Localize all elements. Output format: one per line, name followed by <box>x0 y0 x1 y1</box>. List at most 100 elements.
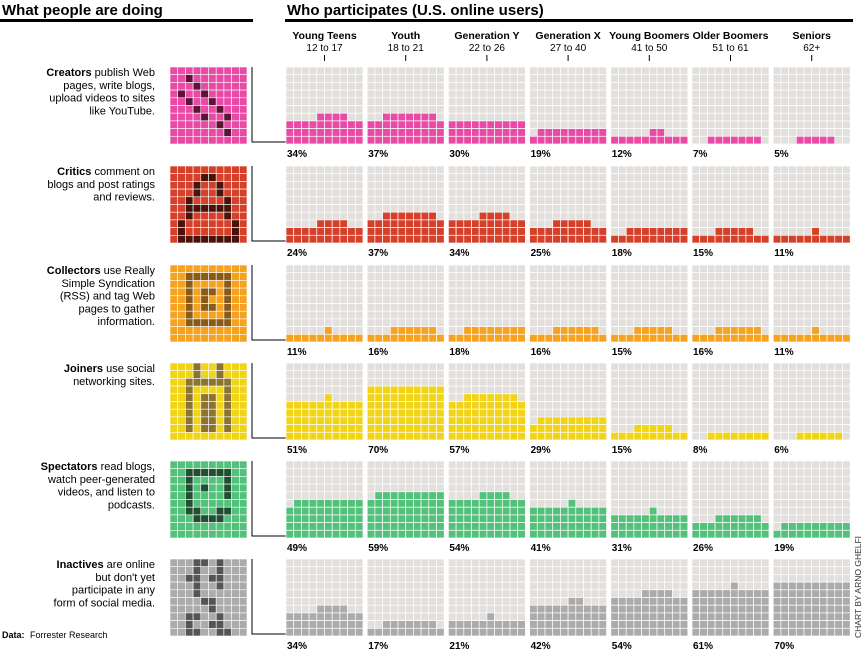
empty-cell <box>610 310 619 320</box>
empty-cell <box>339 280 348 289</box>
empty-cell <box>788 105 797 114</box>
filled-cell <box>610 620 619 629</box>
filled-cell <box>590 514 600 523</box>
empty-cell <box>544 318 554 327</box>
filled-cell <box>618 620 627 629</box>
category-icon <box>169 66 248 145</box>
icon-cell <box>192 165 202 174</box>
empty-cell <box>285 476 295 485</box>
filled-cell <box>722 612 731 621</box>
empty-cell <box>772 173 782 182</box>
filled-cell <box>583 506 592 516</box>
empty-cell <box>575 204 584 213</box>
empty-cell <box>803 264 813 274</box>
empty-cell <box>795 120 805 129</box>
empty-cell <box>672 181 681 190</box>
filled-cell <box>316 514 325 523</box>
filled-cell <box>517 506 526 516</box>
empty-cell <box>517 211 526 221</box>
filled-cell <box>501 424 511 433</box>
filled-cell <box>339 431 348 441</box>
icon-cell <box>215 522 225 531</box>
empty-cell <box>679 219 689 228</box>
filled-cell <box>374 522 383 531</box>
filled-cell <box>389 385 399 395</box>
empty-cell <box>730 468 739 477</box>
empty-cell <box>618 287 627 297</box>
filled-cell <box>575 597 584 606</box>
empty-cell <box>730 378 739 387</box>
empty-cell <box>714 370 724 379</box>
empty-cell <box>625 105 635 114</box>
empty-cell <box>567 74 577 83</box>
empty-cell <box>842 280 851 289</box>
empty-cell <box>722 362 731 372</box>
empty-cell <box>664 112 673 122</box>
empty-cell <box>529 476 538 485</box>
filled-cell <box>463 431 472 441</box>
category-description: Inactives are online but don't yet partici… <box>54 559 156 609</box>
filled-cell <box>285 627 295 637</box>
icon-cell <box>208 295 217 304</box>
empty-cell <box>536 120 546 129</box>
icon-cell <box>200 581 209 591</box>
filled-cell <box>494 529 503 539</box>
empty-cell <box>560 401 569 410</box>
empty-cell <box>730 385 739 395</box>
filled-cell <box>389 211 399 221</box>
filled-cell <box>374 416 383 425</box>
empty-cell <box>517 604 526 614</box>
empty-cell <box>301 483 310 493</box>
empty-cell <box>428 483 437 493</box>
empty-cell <box>780 574 789 583</box>
empty-cell <box>583 408 592 418</box>
filled-cell <box>308 627 318 637</box>
filled-cell <box>354 401 364 410</box>
empty-cell <box>420 483 430 493</box>
empty-cell <box>575 393 584 402</box>
empty-cell <box>339 272 348 281</box>
empty-cell <box>478 82 488 91</box>
empty-cell <box>826 173 836 182</box>
filled-cell <box>610 522 619 531</box>
empty-cell <box>471 196 480 205</box>
empty-cell <box>625 362 635 372</box>
empty-cell <box>509 82 519 91</box>
empty-cell <box>795 97 805 106</box>
empty-cell <box>575 188 584 198</box>
icon-cell <box>239 408 248 418</box>
empty-cell <box>641 362 650 372</box>
empty-cell <box>420 604 430 614</box>
empty-cell <box>308 97 318 106</box>
filled-cell <box>567 424 577 433</box>
filled-cell <box>811 431 820 441</box>
filled-cell <box>471 333 480 343</box>
filled-cell <box>463 514 472 523</box>
empty-cell <box>308 181 318 190</box>
icon-cell <box>231 105 240 114</box>
empty-cell <box>664 165 673 175</box>
filled-cell <box>664 604 673 614</box>
filled-cell <box>625 522 635 531</box>
filled-cell <box>625 612 635 621</box>
filled-cell <box>753 514 762 523</box>
empty-cell <box>648 173 658 182</box>
filled-cell <box>324 112 333 122</box>
empty-cell <box>753 89 762 99</box>
filled-cell <box>301 135 310 145</box>
filled-cell <box>366 431 376 441</box>
icon-cell <box>231 604 240 614</box>
empty-cell <box>285 295 295 304</box>
empty-cell <box>494 574 503 583</box>
empty-cell <box>722 196 731 205</box>
icon-cell <box>223 136 232 145</box>
empty-cell <box>691 491 701 500</box>
empty-cell <box>354 112 364 122</box>
filled-cell <box>583 431 592 441</box>
empty-cell <box>679 483 689 493</box>
empty-cell <box>745 393 754 402</box>
empty-cell <box>691 431 701 441</box>
filled-cell <box>413 120 422 129</box>
empty-cell <box>486 188 495 198</box>
category-name: Joiners <box>64 363 103 375</box>
